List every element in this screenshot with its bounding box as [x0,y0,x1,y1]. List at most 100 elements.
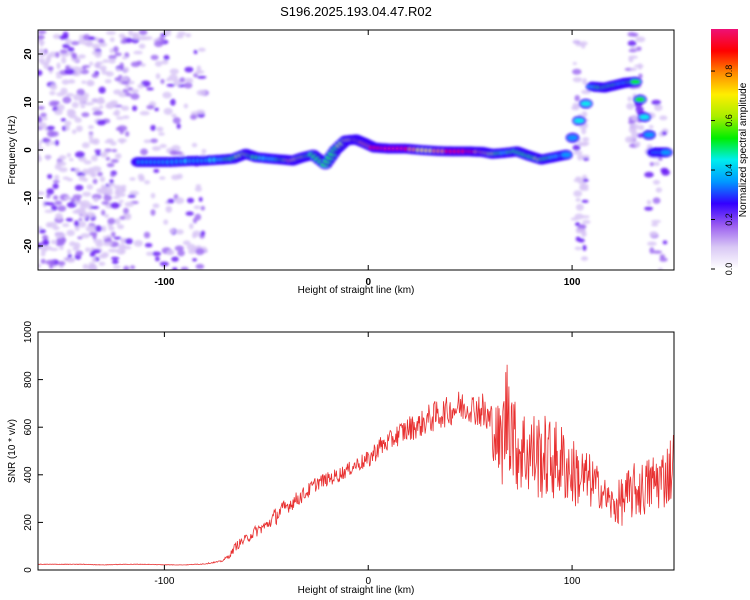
spectrogram-cell [162,91,172,99]
spectrogram-cell [192,258,198,262]
spectrogram-cell [91,155,98,162]
ridge-point [634,97,645,102]
spectrogram-cell [74,117,82,123]
spectrogram-cell [155,60,163,67]
spectrogram-cell [139,111,150,116]
spectrogram-cell [38,69,43,76]
spectrogram-cell [143,139,152,144]
spectrogram-cell [190,114,198,120]
spectrogram-cell [108,55,117,60]
spectrogram-cell [118,199,124,203]
colorbar-label: Normalized spectral amplitude [738,82,749,217]
spectrogram-cell [110,159,119,163]
spectrogram-cell [625,136,635,144]
spectrogram-cell [65,65,70,71]
spectrogram-cell [54,232,64,239]
spectrogram-cell [156,126,164,132]
spectrogram-cell [97,96,105,103]
spectrogram-cell [659,254,665,259]
spectrogram-cell [171,256,179,262]
spectrogram-cell [180,266,189,270]
figure-title: S196.2025.193.04.47.R02 [280,4,432,19]
spectrogram-cell [111,231,116,238]
spectrogram-cell [98,86,106,94]
spectrogram-cell [73,209,80,214]
spectrogram-cell [57,104,65,111]
snr-y-ticks: 0 200 400 600 800 1000 [23,320,43,573]
spectrogram-cell [184,66,194,73]
spectrogram-cell [38,58,45,63]
spectrogram-cell [573,150,583,155]
spectrogram-cell [46,188,54,195]
spectrogram-cell [85,247,91,253]
spectrogram-cell [142,36,153,41]
spectrogram-cell [75,151,85,158]
spectrogram-cell [176,123,181,129]
spectrogram-cell [54,139,59,146]
spectrogram-cell [185,33,192,38]
spectrogram-cell [108,58,116,64]
spectrogram-cell [122,66,130,73]
spectrogram-cell [99,42,108,47]
spectrogram-cell [140,148,148,156]
spectrogram-cell [74,220,80,227]
spectrogram-cell [200,205,205,211]
spectrogram-cell [122,56,128,60]
spectrogram-cell [575,43,584,47]
spectrogram-cell [176,173,183,180]
spectrogram-cell [57,261,66,266]
spectrogram-cell [626,102,635,110]
spectrogram-cell [653,161,660,166]
snr-x-label: Height of straight line (km) [298,585,415,596]
spectrogram-cell [133,240,143,247]
spectrogram-cell [98,261,106,266]
spectrogram-cell [575,203,584,211]
spectrogram-cell [174,245,184,252]
spectrogram-cell [38,229,46,234]
spectrogram-cell [125,92,132,97]
spectrogram-cell [581,231,587,238]
spectrogram-cell [195,248,205,256]
spectrogram-cell [84,102,95,106]
spectrogram-cell [101,201,110,205]
spectrogram-cell [62,223,70,228]
colorbar-tick-label: 0.4 [724,164,734,177]
spectrogram-cell [122,88,129,94]
snr-panel: -100 0 100 0 200 400 600 800 1000 Height of str… [7,320,675,596]
spectrogram-cell [50,141,55,145]
spectrogram-cell [76,125,83,132]
spectrogram-cell [572,62,577,65]
spectrogram-cell [112,265,121,269]
colorbar-tick-label: 0.0 [724,263,734,276]
spectrogram-cell [38,40,46,45]
spectrogram-cell [50,239,58,245]
spectrogram-cell [71,52,76,59]
spectrogram-cell [112,259,119,265]
spectrogram-cell [654,104,663,111]
spectrogram-cell [61,56,67,64]
spectrogram-cell [89,231,98,236]
spectrogram-cell [154,40,164,48]
spectrogram-cell [629,67,638,71]
spectrogram-cell [114,109,121,117]
spectrogram-cell [59,245,64,250]
spectrogram-cell [65,38,72,45]
spectrogram-cell [652,179,661,185]
spectrogram-cell [175,229,184,235]
spectrogram-cell [193,50,198,54]
spectrogram-cell [120,239,126,244]
spectrogram-cell [92,43,101,50]
spectrogram-cell [83,178,88,182]
spectrogram-cell [95,152,102,156]
spectrogram-cell [150,124,156,131]
spectrogram-cell [60,118,67,122]
x-tick-label: -100 [154,576,174,587]
spectrogram-cell [109,101,119,107]
spectrogram-cell [38,117,43,123]
spectrogram-cell [163,107,173,115]
spectrogram-cell [66,153,72,158]
spectrogram-cell [76,88,85,96]
spectrogram-cell [90,171,97,178]
spectrogram-cell [655,187,663,193]
spectrogram-cell [42,116,48,121]
